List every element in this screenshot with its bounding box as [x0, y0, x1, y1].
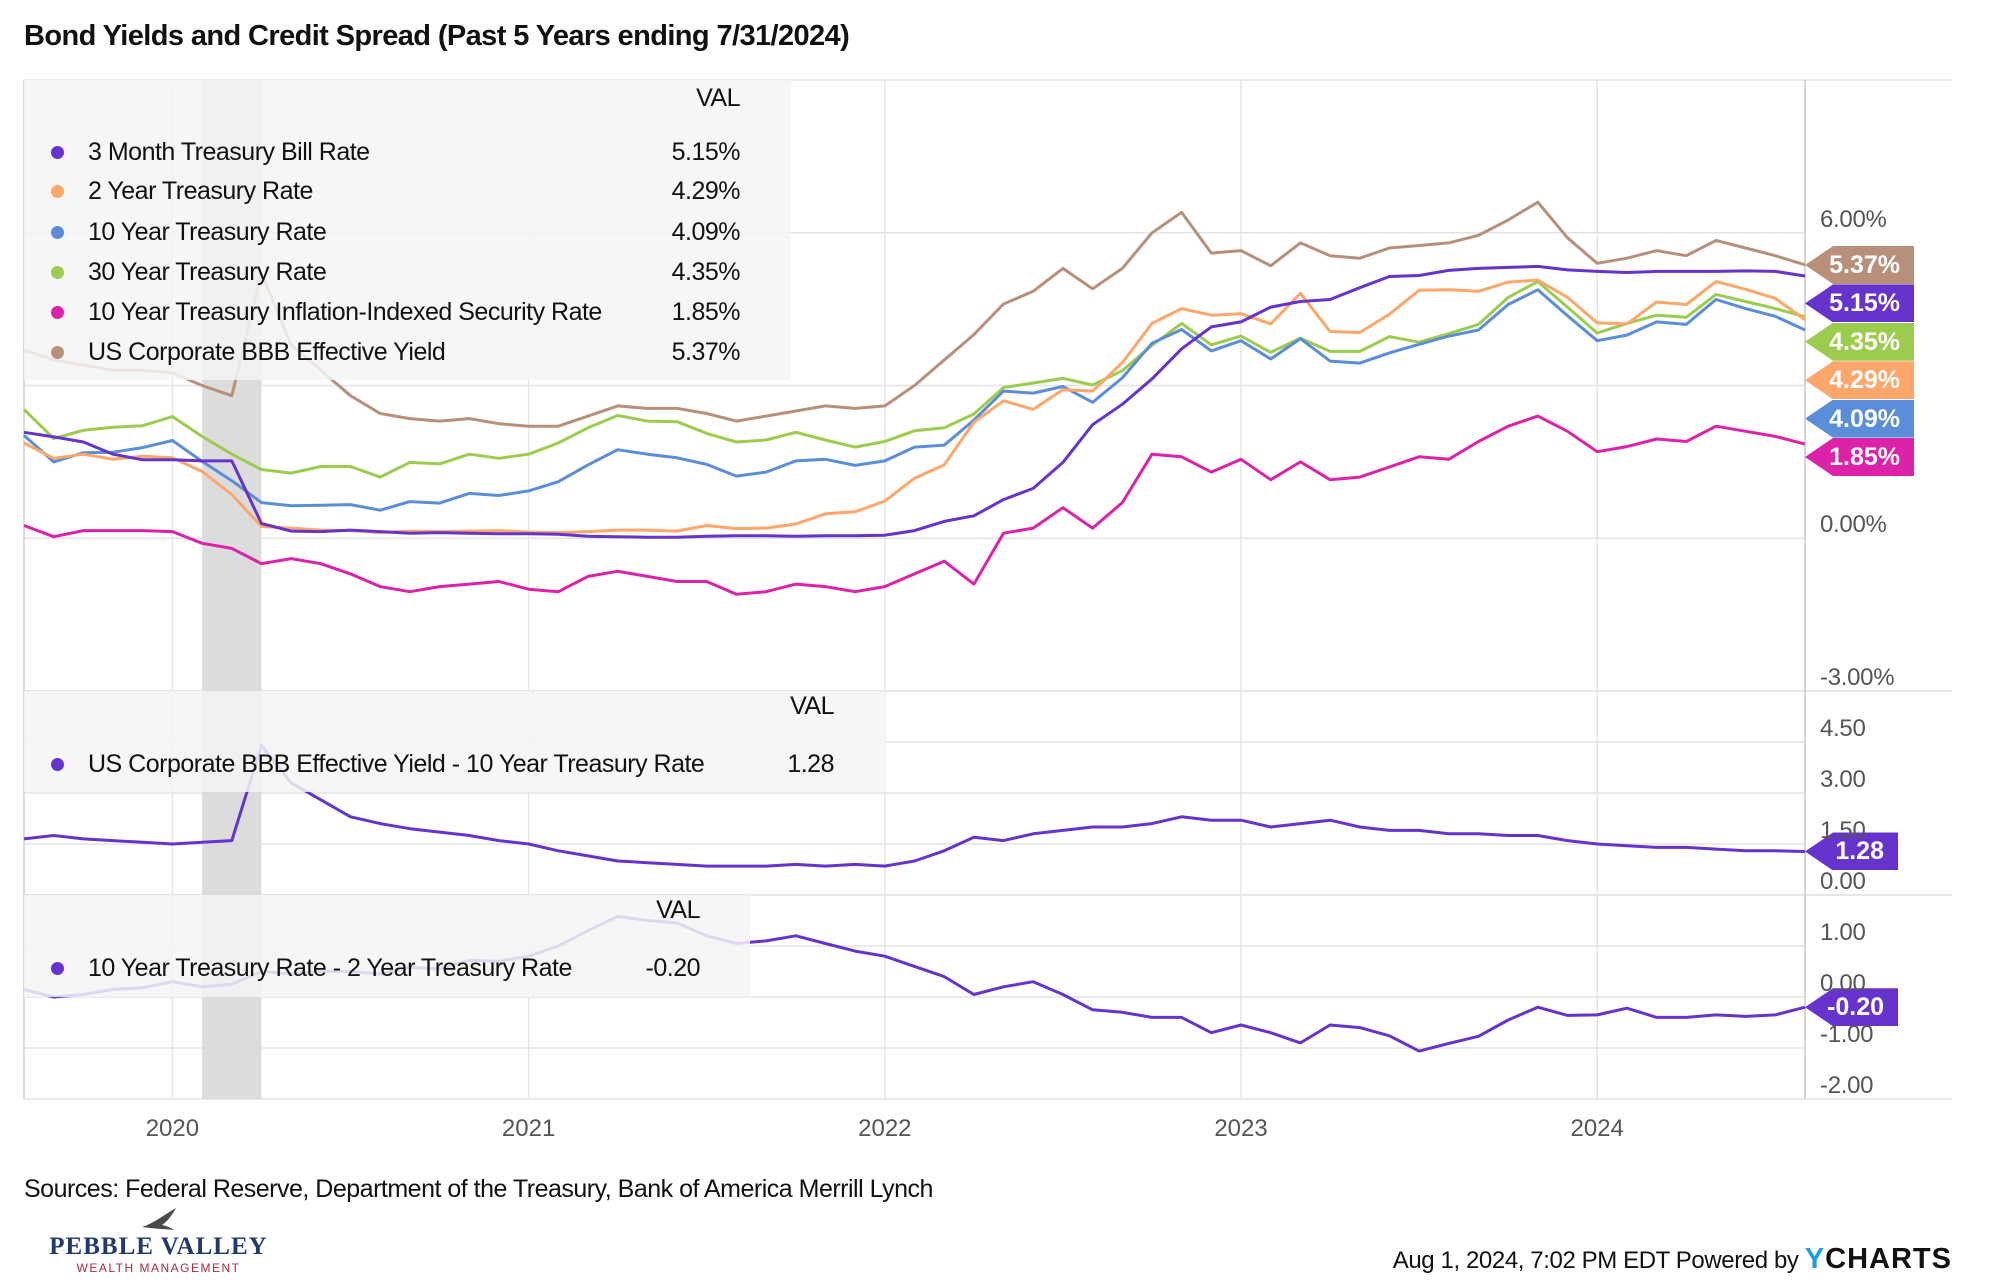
- y-tick-label: 0.00: [1820, 970, 1866, 997]
- legend-label: 2 Year Treasury Rate: [88, 177, 313, 205]
- legend-box-3: [24, 895, 750, 997]
- legend-dot-icon: [51, 346, 64, 359]
- y-tick-label: 1.50: [1820, 817, 1866, 844]
- series-line-2-1[interactable]: [23, 743, 1806, 868]
- x-tick-label: 2024: [1570, 1115, 1624, 1142]
- legend-box-2: [24, 691, 885, 792]
- series-line-1-5[interactable]: [23, 414, 1806, 596]
- legend-dot-icon: [51, 266, 64, 279]
- legend-value: 5.15%: [671, 138, 741, 166]
- y-tick-label: 4.50: [1820, 715, 1866, 742]
- legend-label: 10 Year Treasury Inflation-Indexed Secur…: [88, 298, 602, 326]
- legend-header: VAL: [656, 896, 700, 924]
- timestamp-text: Aug 1, 2024, 7:02 PM EDT Powered by: [1392, 1247, 1799, 1274]
- sources-note: Sources: Federal Reserve, Department of …: [24, 1175, 933, 1203]
- legend-value: 4.35%: [671, 258, 741, 286]
- legend-dot-icon: [51, 306, 64, 319]
- x-tick-label: 2020: [145, 1115, 200, 1142]
- legend-value: 4.09%: [671, 218, 741, 246]
- series-line-1-3[interactable]: [23, 288, 1806, 512]
- pebble-valley-logo: PEBBLE VALLEY WEALTH MANAGEMENT: [46, 1205, 271, 1275]
- y-tick-label: 0.00: [1820, 868, 1866, 895]
- y-tick-label: 1.00: [1820, 919, 1866, 946]
- legend-value: 1.85%: [671, 298, 741, 326]
- legend-label: 10 Year Treasury Rate - 2 Year Treasury …: [88, 954, 572, 982]
- ycharts-logo-y: Y: [1804, 1243, 1826, 1275]
- x-tick-label: 2022: [858, 1115, 912, 1142]
- ycharts-logo[interactable]: YCHARTS: [1805, 1243, 1952, 1275]
- y-tick-label: 0.00%: [1820, 511, 1887, 539]
- eagle-icon: [142, 1208, 176, 1230]
- legend-value: -0.20: [645, 954, 701, 982]
- legend-dot-icon: [51, 146, 64, 159]
- legend-item[interactable]: 30 Year Treasury Rate 4.35%: [24, 256, 791, 288]
- y-tick-label: -3.00%: [1820, 664, 1895, 691]
- legend-label: 3 Month Treasury Bill Rate: [88, 138, 370, 166]
- legend-dot-icon: [51, 758, 64, 771]
- y-tick-label: -1.00: [1820, 1021, 1874, 1048]
- last-value-tag: -0.20: [1805, 988, 1898, 1027]
- legend-item[interactable]: 2 Year Treasury Rate 4.29%: [24, 175, 791, 207]
- legend-dot-icon: [51, 185, 64, 198]
- legend-item[interactable]: 10 Year Treasury Inflation-Indexed Secur…: [24, 296, 791, 328]
- y-tick-label: -2.00: [1820, 1072, 1874, 1099]
- legend-item[interactable]: 10 Year Treasury Rate 4.09%: [24, 216, 791, 248]
- legend-label: US Corporate BBB Effective Yield - 10 Ye…: [88, 750, 705, 778]
- logo-line1: PEBBLE VALLEY: [49, 1233, 268, 1260]
- series-line-1-1[interactable]: [23, 264, 1806, 539]
- legend-dot-icon: [51, 962, 64, 975]
- chart-title: Bond Yields and Credit Spread (Past 5 Ye…: [24, 20, 850, 52]
- legend-header: VAL: [696, 84, 740, 112]
- x-tick-label: 2021: [501, 1115, 556, 1142]
- series-line-1-4[interactable]: [22, 280, 1806, 479]
- timestamp: Aug 1, 2024, 7:02 PM EDT Powered by YCHA…: [1393, 1243, 1952, 1276]
- legend-label: US Corporate BBB Effective Yield: [88, 338, 446, 366]
- legend-item[interactable]: US Corporate BBB Effective Yield 5.37%: [24, 336, 791, 368]
- logo-line2: WEALTH MANAGEMENT: [76, 1261, 241, 1275]
- ycharts-logo-text: CHARTS: [1825, 1243, 1952, 1275]
- legend-value: 4.29%: [671, 177, 741, 205]
- legend-dot-icon: [51, 226, 64, 239]
- y-tick-label: 3.00: [1820, 766, 1866, 793]
- x-tick-label: 2023: [1214, 1115, 1268, 1142]
- legend-item[interactable]: US Corporate BBB Effective Yield - 10 Ye…: [24, 748, 885, 780]
- y-tick-label: 6.00%: [1820, 205, 1887, 233]
- legend-item[interactable]: 3 Month Treasury Bill Rate 5.15%: [24, 136, 791, 168]
- legend-value: 5.37%: [671, 338, 741, 366]
- legend-item[interactable]: 10 Year Treasury Rate - 2 Year Treasury …: [24, 952, 750, 984]
- legend-value: 1.28: [787, 750, 834, 778]
- legend-box-1: [24, 80, 791, 380]
- legend-header: VAL: [790, 692, 834, 720]
- legend-label: 10 Year Treasury Rate: [88, 218, 327, 246]
- legend-label: 30 Year Treasury Rate: [88, 258, 327, 286]
